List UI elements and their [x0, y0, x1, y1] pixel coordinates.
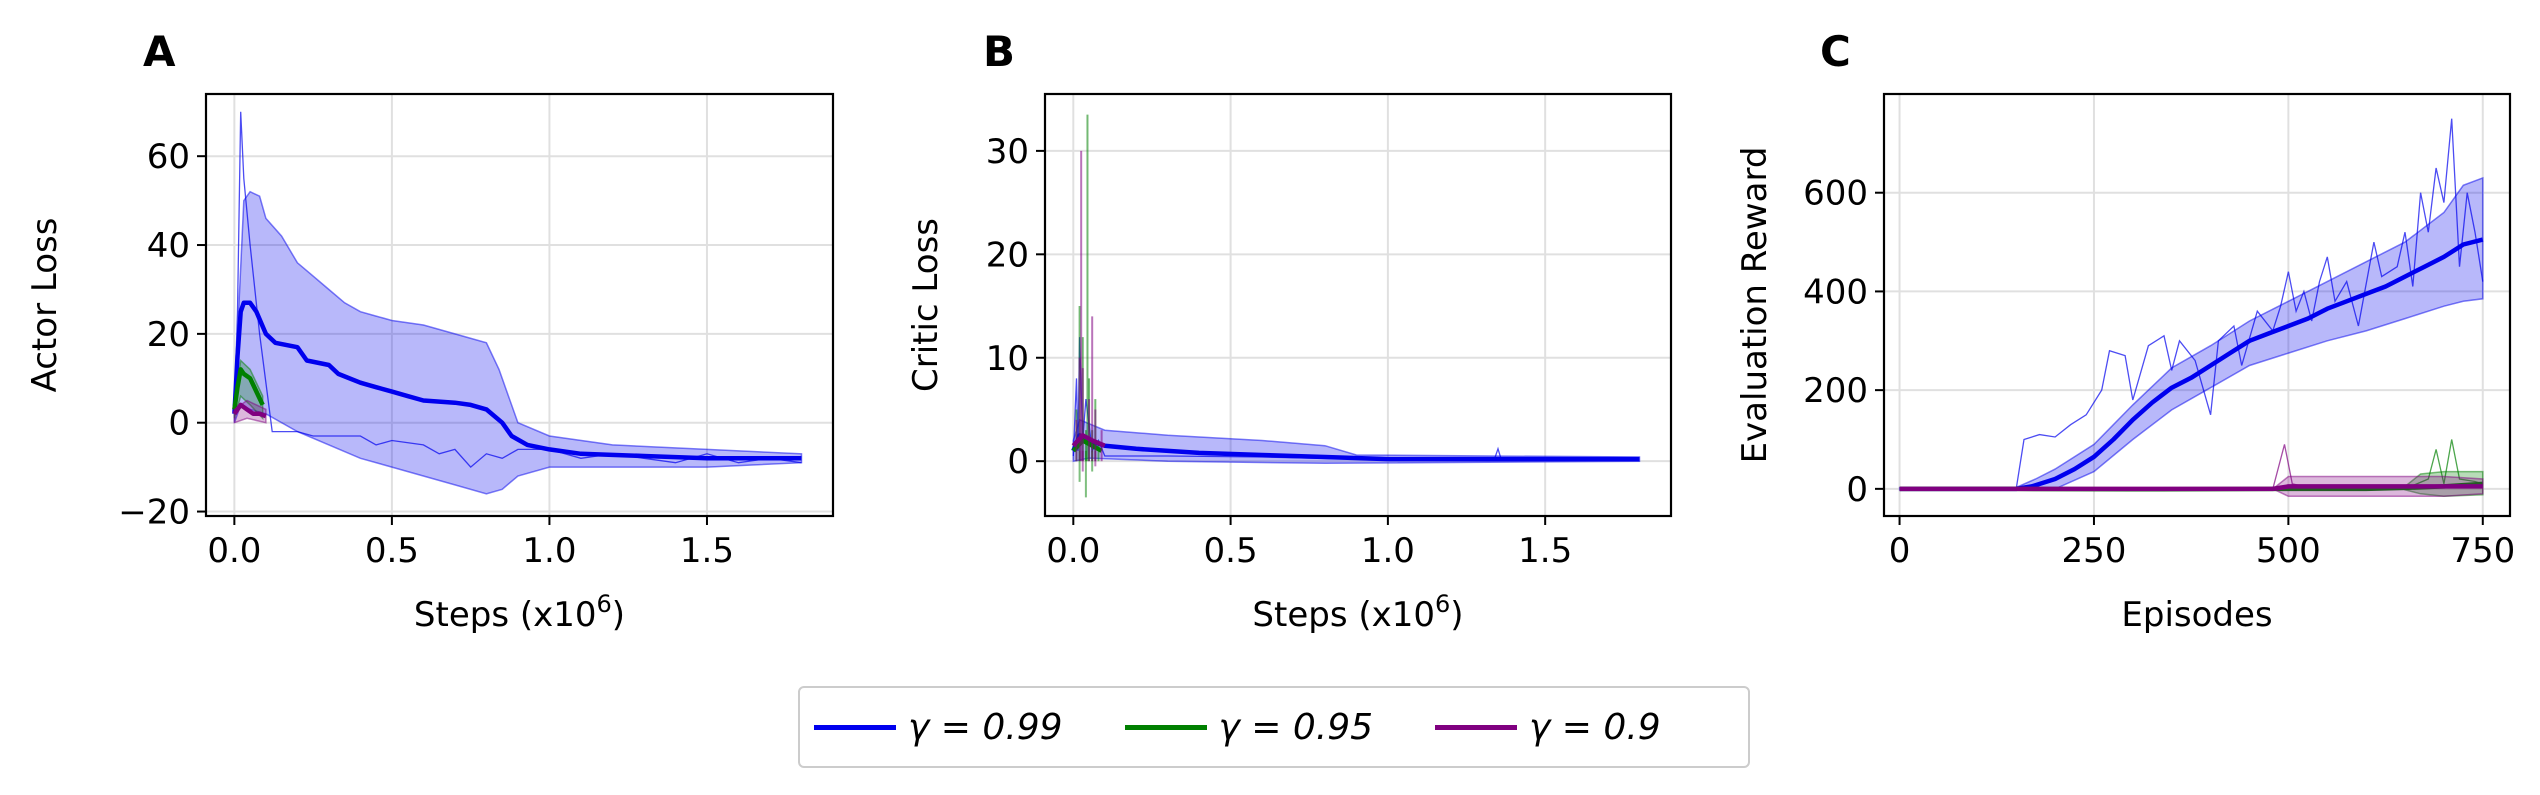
legend-line-gamma-099 [814, 724, 896, 730]
y-tick-label: 0 [1846, 470, 1868, 510]
y-tick-label: 20 [986, 235, 1029, 275]
legend-item-gamma-099: γ = 0.99 [814, 707, 1063, 748]
x-axis-label: Steps (x106) [414, 590, 625, 635]
x-tick-label: 0.5 [1204, 531, 1258, 571]
legend: γ = 0.99 γ = 0.95 γ = 0.9 [798, 686, 1750, 768]
plot-frame [1882, 92, 2512, 518]
panel-letter: A [143, 27, 176, 76]
y-tick-label: 0 [1007, 442, 1029, 482]
y-tick-label: 60 [147, 137, 190, 177]
y-tick-label: 40 [147, 226, 190, 266]
series-095-raw-line [2404, 439, 2483, 490]
x-tick-label: 750 [2450, 531, 2515, 571]
x-axis-label: Episodes [2121, 595, 2272, 635]
legend-label-gamma-099: γ = 0.99 [908, 706, 1063, 748]
x-tick-label: 1.5 [1518, 531, 1572, 571]
x-tick-label: 1.0 [1361, 531, 1415, 571]
x-tick-label: 500 [2256, 531, 2321, 571]
x-tick-label: 0.0 [207, 531, 261, 571]
y-tick-label: 0 [168, 404, 190, 444]
plot-area [1071, 114, 1641, 498]
y-tick-label: −20 [118, 493, 190, 533]
series-099-raw-line [1899, 118, 2484, 490]
x-tick-label: 1.0 [522, 531, 576, 571]
plot-area [1898, 118, 2484, 498]
series-09-mean-line [232, 402, 267, 419]
panel-letter: C [1820, 27, 1851, 76]
y-tick-label: 20 [147, 315, 190, 355]
x-tick-label: 0 [1889, 531, 1911, 571]
y-tick-label: 600 [1803, 174, 1868, 214]
x-tick-label: 0.0 [1046, 531, 1100, 571]
legend-item-gamma-095: γ = 0.95 [1124, 706, 1374, 748]
panel-A: 0.0 0.5 1.0 1.5 −20 0 20 40 60 Steps (x106) Actor … [25, 27, 835, 635]
y-tick-label: 10 [986, 339, 1029, 379]
legend-line-gamma-095 [1124, 724, 1207, 730]
panel-B: 0.0 0.5 1.0 1.5 0 10 20 30 Steps (x106) Critic Lo… [906, 27, 1673, 635]
y-tick-label: 400 [1803, 272, 1868, 312]
y-axis-label: Critic Loss [906, 218, 946, 392]
series-099-mean-line [1899, 237, 2484, 492]
y-axis-label: Actor Loss [25, 218, 65, 393]
plot-frame [1043, 92, 1673, 518]
x-tick-label: 250 [2062, 531, 2127, 571]
x-axis-label: Steps (x106) [1252, 590, 1463, 635]
series-095-mean-line [1071, 438, 1103, 453]
series-09-mean-line [1899, 484, 2483, 492]
series-099-raw-line [233, 111, 802, 469]
series-099-band [233, 190, 803, 495]
series-09-mean-line [1071, 433, 1106, 448]
plot-frame [204, 92, 835, 518]
y-tick-label: 200 [1803, 371, 1868, 411]
legend-line-gamma-090 [1435, 724, 1518, 730]
legend-item-gamma-090: γ = 0.9 [1435, 707, 1661, 748]
plot-area [232, 111, 803, 495]
legend-label-gamma-095: γ = 0.95 [1218, 706, 1374, 748]
y-axis-label: Evaluation Reward [1735, 147, 1775, 464]
series-095-mean-line [232, 367, 265, 410]
panel-letter: B [983, 27, 1015, 76]
series-099-mean-line [232, 300, 802, 461]
panel-C: 0 250 500 750 0 200 400 600 Episodes Evaluation R… [1735, 27, 2515, 635]
x-tick-label: 0.5 [365, 531, 419, 571]
legend-label-gamma-090: γ = 0.9 [1529, 706, 1661, 748]
y-tick-label: 30 [986, 132, 1029, 172]
x-tick-label: 1.5 [680, 531, 734, 571]
series-099-band [1898, 176, 2484, 491]
